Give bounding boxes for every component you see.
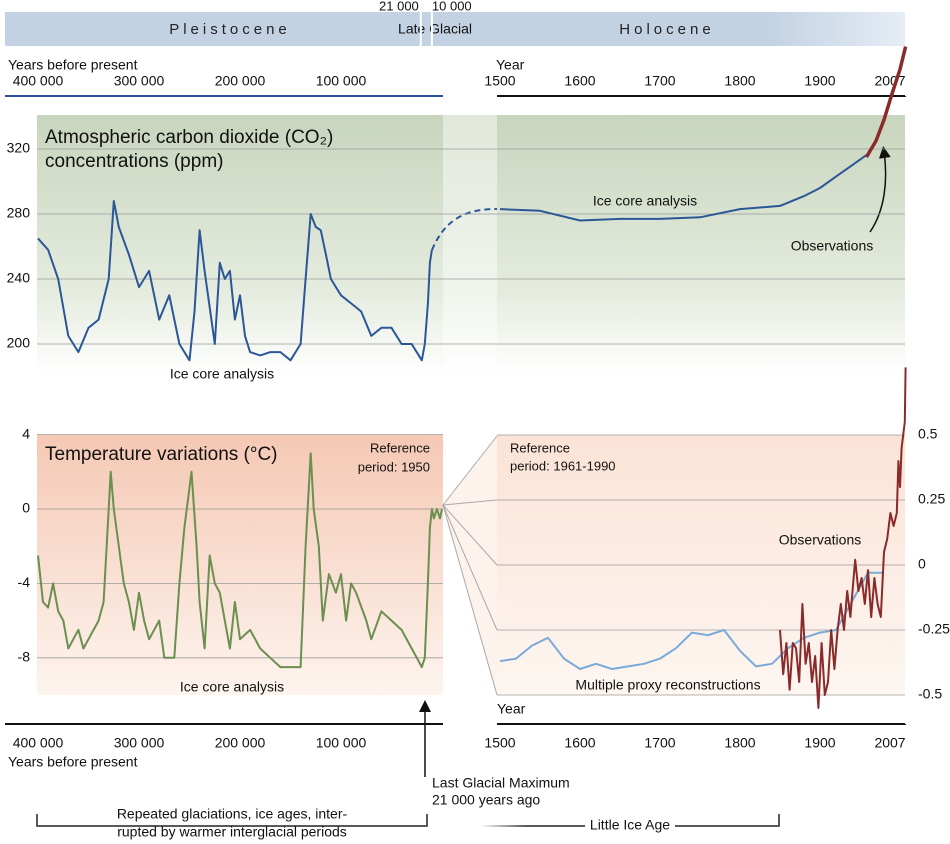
reference-note: period: 1961-1990	[510, 458, 616, 473]
x-tick-label: 1500	[484, 73, 515, 89]
x-tick-label: 1700	[644, 73, 675, 89]
observations-arrow	[869, 146, 891, 233]
era-label: Holocene	[619, 21, 714, 38]
x-tick-label: 1800	[724, 735, 755, 751]
x-tick-label: 100 000	[316, 73, 367, 89]
era-band	[5, 12, 905, 46]
y-tick-label: 240	[7, 270, 31, 286]
zoom-fan	[443, 435, 497, 695]
y-tick-label: 0.5	[918, 426, 938, 442]
gap-band	[443, 115, 497, 375]
y-tick-label: 0.25	[918, 491, 945, 507]
data-line	[499, 571, 884, 670]
data-line	[864, 46, 908, 158]
x-tick-label: 300 000	[114, 735, 165, 751]
x-tick-label: 1500	[484, 735, 515, 751]
y-tick-label: 280	[7, 205, 31, 221]
x-tick-label: 1900	[804, 735, 835, 751]
series-label: Ice core analysis	[180, 679, 284, 695]
annotation: Last Glacial Maximum	[432, 775, 570, 791]
y-tick-label: -0.25	[918, 621, 950, 637]
reference-note: Reference	[510, 440, 570, 455]
x-axis-label: Year	[497, 701, 526, 717]
y-tick-label: 4	[22, 425, 30, 441]
y-tick-label: 0	[22, 500, 30, 516]
x-tick-label: 200 000	[215, 735, 266, 751]
chart-title: concentrations (ppm)	[45, 151, 223, 172]
era-tick-label: 10 000	[432, 0, 472, 13]
y-tick-label: 200	[7, 335, 31, 351]
x-tick-label: 100 000	[316, 735, 367, 751]
x-tick-label: 400 000	[13, 73, 64, 89]
chart-title: Temperature variations (°C)	[45, 444, 278, 465]
x-tick-label: 200 000	[215, 73, 266, 89]
y-tick-label: -0.5	[918, 686, 942, 702]
x-tick-label: 1600	[564, 73, 595, 89]
x-tick-label: 2007	[874, 73, 905, 89]
series-label: Ice core analysis	[170, 366, 274, 382]
label-bg	[585, 817, 675, 835]
x-tick-label: 1800	[724, 73, 755, 89]
x-axis-label: Year	[496, 57, 525, 73]
co2-panel	[37, 115, 905, 375]
series-label: Observations	[779, 532, 861, 548]
series-label: Ice core analysis	[593, 193, 697, 209]
glaciations-bracket	[36, 814, 428, 827]
annotation: rupted by warmer interglacial periods	[117, 824, 347, 840]
y-tick-label: 320	[7, 140, 31, 156]
data-line	[499, 153, 869, 222]
annotation: Repeated glaciations, ice ages, inter-	[117, 806, 348, 822]
dashed-link	[431, 208, 498, 251]
data-line	[37, 452, 443, 669]
y-tick-label: 0	[918, 556, 926, 572]
chart-title: Atmospheric carbon dioxide (CO₂)	[45, 127, 333, 148]
x-tick-label: 1700	[644, 735, 675, 751]
x-tick-label: 1600	[564, 735, 595, 751]
x-axis-label: Years before present	[8, 754, 138, 770]
x-tick-label: 400 000	[13, 735, 64, 751]
era-tick-label: 21 000	[379, 0, 419, 13]
series-label: Observations	[791, 238, 873, 254]
x-axis-label: Years before present	[8, 57, 138, 73]
annotation: 21 000 years ago	[432, 792, 540, 808]
y-tick-label: -4	[18, 574, 31, 590]
era-label: Pleistocene	[169, 21, 291, 38]
x-tick-label: 300 000	[114, 73, 165, 89]
y-tick-label: -8	[18, 649, 31, 665]
era-label: Late Glacial	[398, 21, 472, 37]
data-line	[779, 367, 907, 709]
data-line	[37, 200, 433, 362]
reference-note: Reference	[370, 440, 430, 455]
x-tick-label: 2007	[874, 735, 905, 751]
series-label: Multiple proxy reconstructions	[575, 677, 760, 693]
little-ice-age-bracket	[480, 814, 780, 827]
annotation: Little Ice Age	[590, 817, 670, 833]
zoom-lines	[442, 435, 498, 696]
reference-note: period: 1950	[358, 459, 430, 474]
x-tick-label: 1900	[804, 73, 835, 89]
